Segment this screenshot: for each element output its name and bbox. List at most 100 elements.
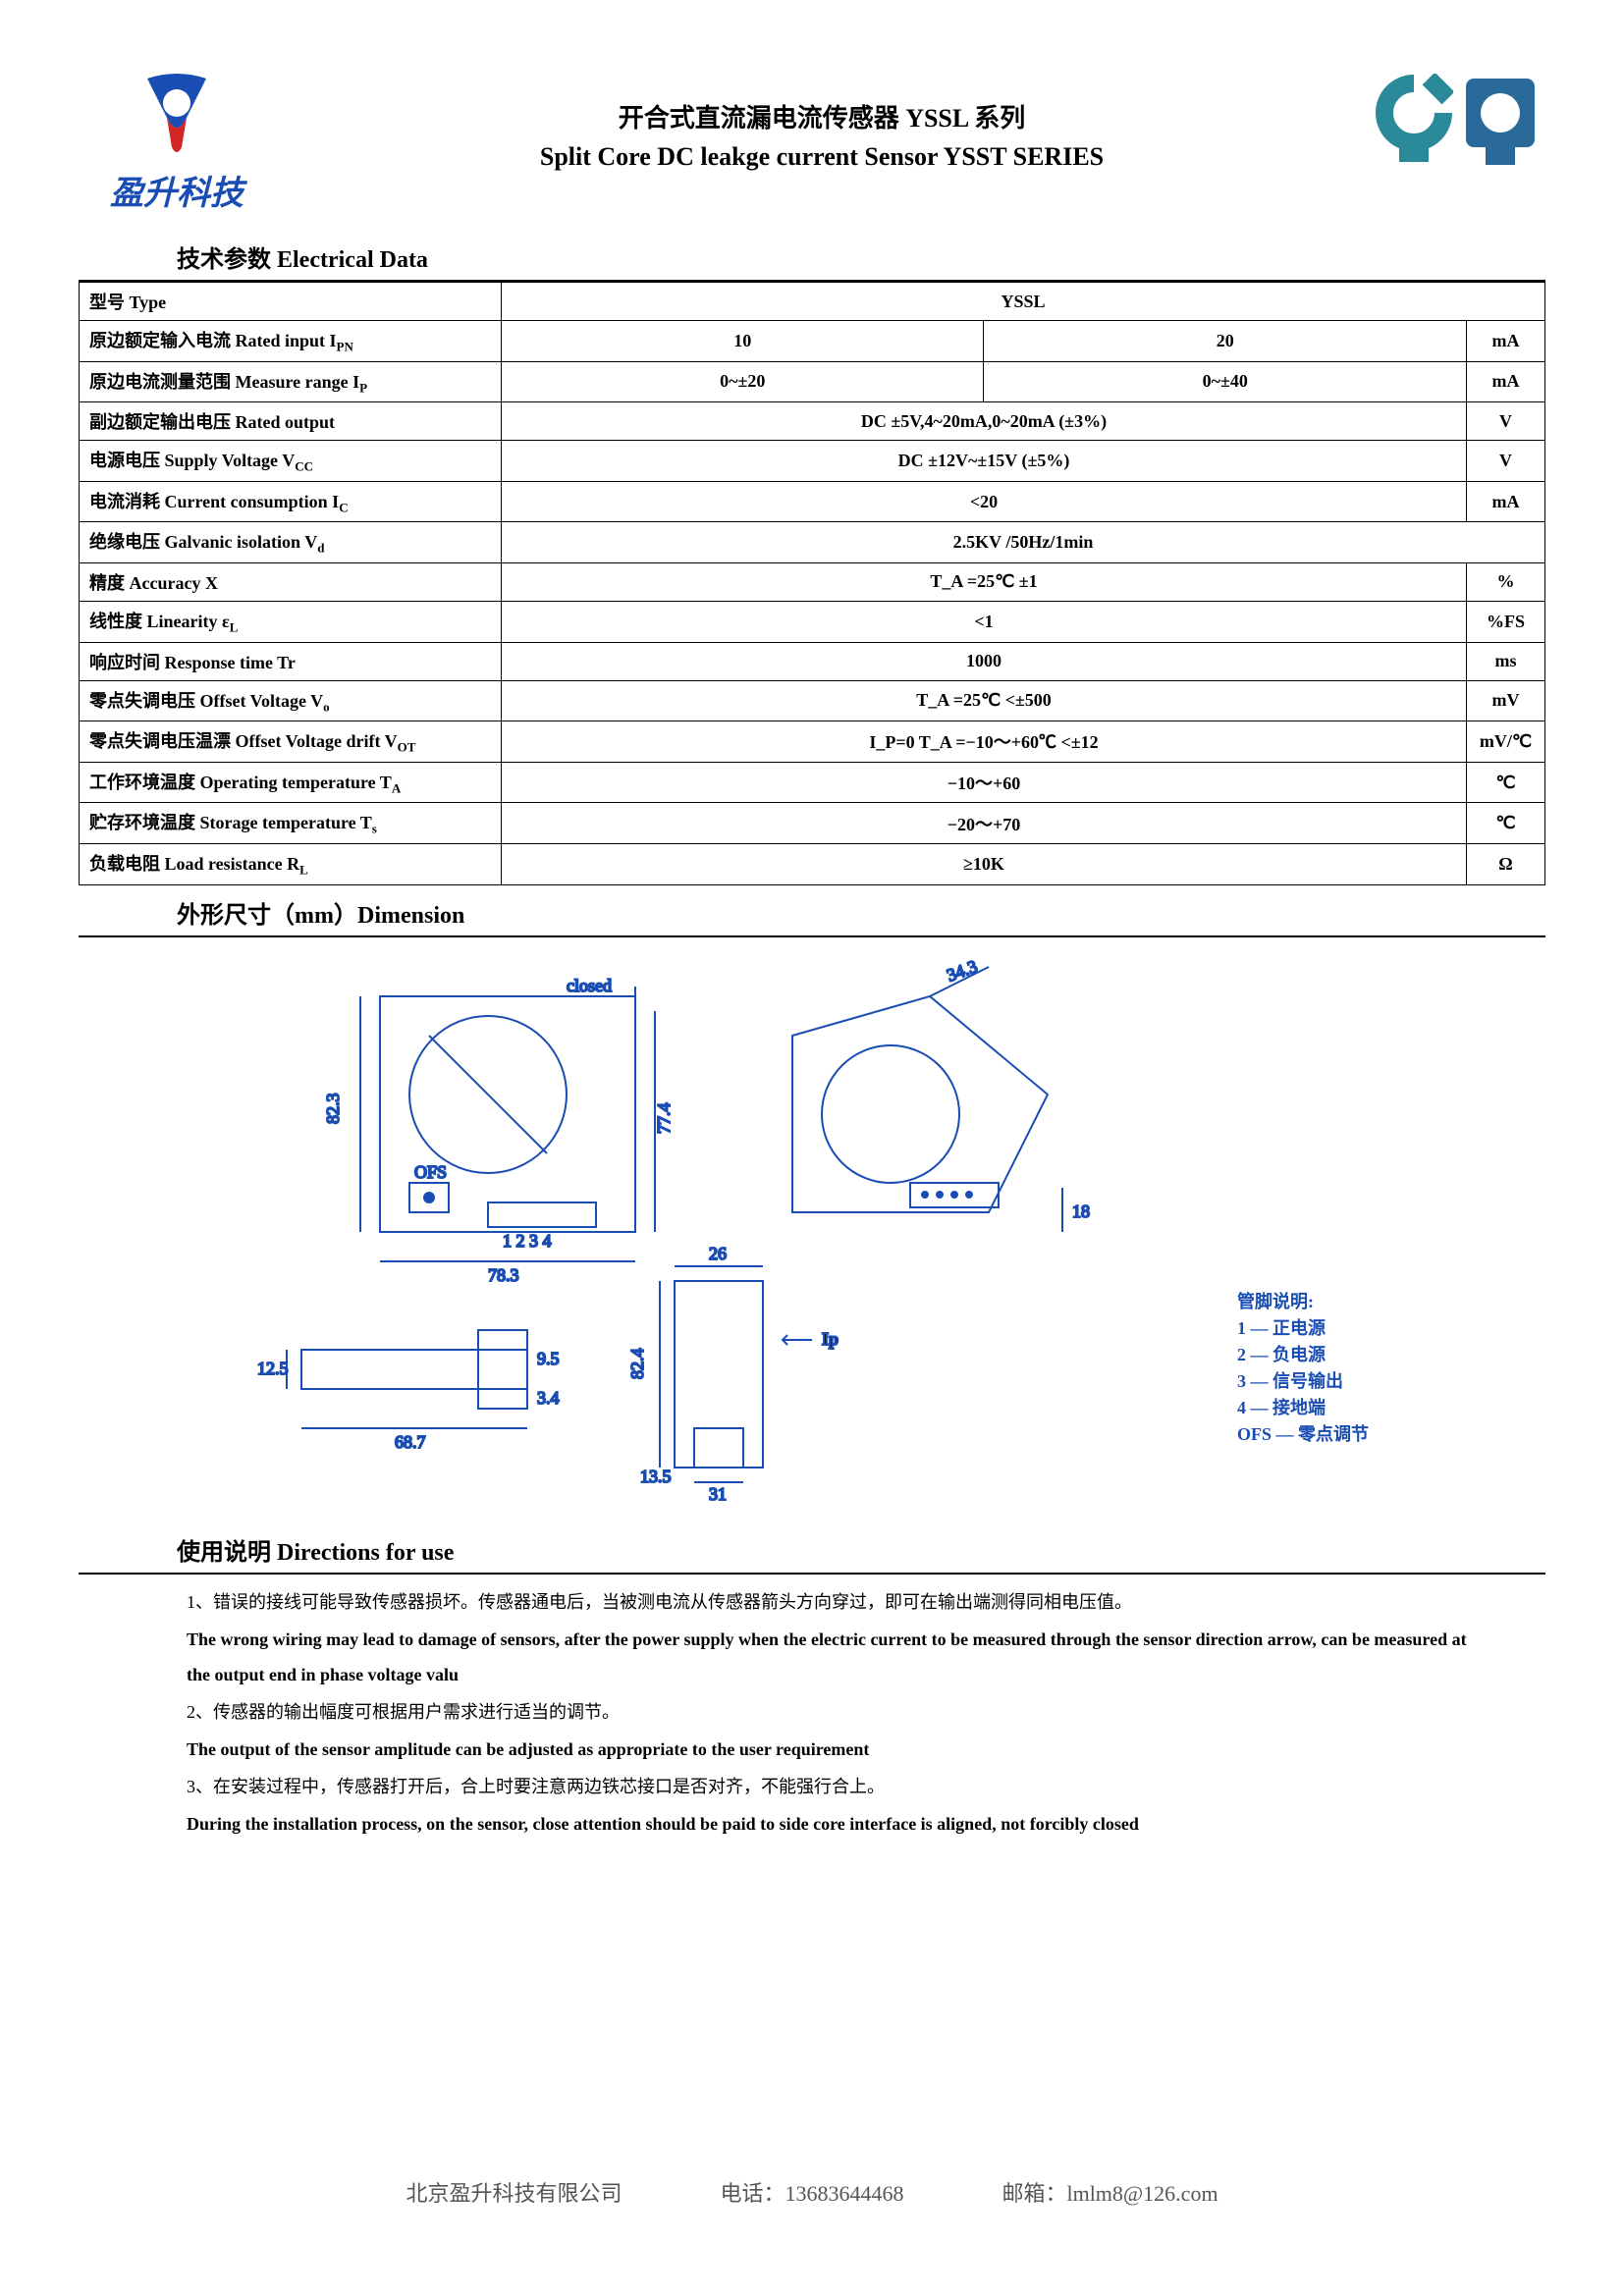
spec-unit: Ω <box>1467 843 1545 884</box>
table-row: 零点失调电压温漂 Offset Voltage drift VOTI_P=0 T… <box>80 721 1545 763</box>
table-row: 零点失调电压 Offset Voltage VoT_A =25℃ <±500mV <box>80 680 1545 721</box>
dim-sideh: 12.5 <box>257 1359 289 1378</box>
dim-h2: 77.4 <box>654 1102 674 1134</box>
table-row: 原边电流测量范围 Measure range IP0~±200~±40mA <box>80 361 1545 402</box>
spec-value: −10～+60 <box>502 762 1467 803</box>
table-row: 精度 Accuracy XT_A =25℃ ±1% <box>80 562 1545 601</box>
pin-legend-item: OFS — 零点调节 <box>1237 1421 1369 1448</box>
spec-label: 工作环境温度 Operating temperature TA <box>80 762 502 803</box>
pin-legend-item: 2 — 负电源 <box>1237 1342 1369 1368</box>
spec-value: T_A =25℃ <±500 <box>502 680 1467 721</box>
table-row: 原边额定输入电流 Rated input IPN1020mA <box>80 321 1545 362</box>
spec-unit: ℃ <box>1467 803 1545 844</box>
direction-cn: 1、错误的接线可能导致传感器损坏。传感器通电后，当被测电流从传感器箭头方向穿过，… <box>187 1584 1467 1620</box>
pin-legend-item: 4 — 接地端 <box>1237 1395 1369 1421</box>
directions-block: 1、错误的接线可能导致传感器损坏。传感器通电后，当被测电流从传感器箭头方向穿过，… <box>79 1575 1545 1842</box>
pin-legend: 管脚说明: 1 — 正电源 2 — 负电源 3 — 信号输出 4 — 接地端 O… <box>1237 1289 1369 1448</box>
spec-value: DC ±12V~±15V (±5%) <box>502 441 1467 482</box>
spec-unit: ℃ <box>1467 762 1545 803</box>
spec-label: 负载电阻 Load resistance RL <box>80 843 502 884</box>
table-row: 工作环境温度 Operating temperature TA−10～+60℃ <box>80 762 1545 803</box>
direction-en: The output of the sensor amplitude can b… <box>187 1732 1467 1767</box>
spec-unit: V <box>1467 441 1545 482</box>
table-row: 电流消耗 Current consumption IC<20mA <box>80 481 1545 522</box>
spec-value: 0~±20 <box>502 361 984 402</box>
spec-unit: mA <box>1467 321 1545 362</box>
spec-unit: V <box>1467 402 1545 441</box>
header: 盈升科技 开合式直流漏电流传感器 YSSL 系列 Split Core DC l… <box>79 69 1545 214</box>
dim-sidew: 68.7 <box>395 1432 426 1452</box>
spec-value: −20～+70 <box>502 803 1467 844</box>
spec-label: 原边电流测量范围 Measure range IP <box>80 361 502 402</box>
spec-unit: % <box>1467 562 1545 601</box>
title-en: Split Core DC leakge current Sensor YSST… <box>275 142 1369 172</box>
dim-sided: 3.4 <box>537 1388 560 1408</box>
spec-label: 零点失调电压 Offset Voltage Vo <box>80 680 502 721</box>
footer-email: 邮箱：lmlm8@126.com <box>1001 2176 1218 2208</box>
table-row: 负载电阻 Load resistance RL≥10KΩ <box>80 843 1545 884</box>
spec-label: 线性度 Linearity εL <box>80 601 502 642</box>
footer-phone: 电话：13683644468 <box>720 2176 903 2208</box>
table-row: 副边额定输出电压 Rated outputDC ±5V,4~20mA,0~20m… <box>80 402 1545 441</box>
table-row: 响应时间 Response time Tr1000ms <box>80 642 1545 680</box>
dim-h4: 82.4 <box>627 1348 647 1379</box>
dim-sider: 9.5 <box>537 1349 560 1368</box>
spec-value: <20 <box>502 481 1467 522</box>
section-title-directions: 使用说明 Directions for use <box>79 1526 1545 1575</box>
spec-label: 电源电压 Supply Voltage VCC <box>80 441 502 482</box>
footer: 北京盈升科技有限公司 电话：13683644468 邮箱：lmlm8@126.c… <box>0 2176 1624 2208</box>
dim-h5: 13.5 <box>640 1467 672 1486</box>
spec-value: <1 <box>502 601 1467 642</box>
spec-label: 电流消耗 Current consumption IC <box>80 481 502 522</box>
spec-unit: mV <box>1467 680 1545 721</box>
spec-value: T_A =25℃ ±1 <box>502 562 1467 601</box>
spec-label: 绝缘电压 Galvanic isolation Vd <box>80 522 502 563</box>
title-block: 开合式直流漏电流传感器 YSSL 系列 Split Core DC leakge… <box>275 69 1369 172</box>
spec-label: 零点失调电压温漂 Offset Voltage drift VOT <box>80 721 502 763</box>
spec-value: 2.5KV /50Hz/1min <box>502 522 1545 563</box>
spec-value: 1000 <box>502 642 1467 680</box>
spec-label: 贮存环境温度 Storage temperature Ts <box>80 803 502 844</box>
dim-w2: 26 <box>709 1244 727 1263</box>
spec-label: 精度 Accuracy X <box>80 562 502 601</box>
spec-value: 20 <box>984 321 1467 362</box>
spec-label: 响应时间 Response time Tr <box>80 642 502 680</box>
pin-legend-item: 3 — 信号输出 <box>1237 1368 1369 1395</box>
section-title-spec: 技术参数 Electrical Data <box>79 234 1545 282</box>
title-cn: 开合式直流漏电流传感器 YSSL 系列 <box>275 98 1369 134</box>
direction-cn: 2、传感器的输出幅度可根据用户需求进行适当的调节。 <box>187 1694 1467 1730</box>
direction-cn: 3、在安装过程中，传感器打开后，合上时要注意两边铁芯接口是否对齐，不能强行合上。 <box>187 1769 1467 1804</box>
dim-pins: 1 2 3 4 <box>503 1231 552 1251</box>
direction-en: The wrong wiring may lead to damage of s… <box>187 1622 1467 1692</box>
table-row: 贮存环境温度 Storage temperature Ts−20～+70℃ <box>80 803 1545 844</box>
table-row: 电源电压 Supply Voltage VCCDC ±12V~±15V (±5%… <box>80 441 1545 482</box>
logo-block: 盈升科技 <box>79 69 275 214</box>
logo-text: 盈升科技 <box>79 166 275 214</box>
footer-company: 北京盈升科技有限公司 <box>406 2176 622 2208</box>
spec-unit: ms <box>1467 642 1545 680</box>
dim-w1: 78.3 <box>488 1265 519 1285</box>
spec-unit: %FS <box>1467 601 1545 642</box>
dim-h3: 18 <box>1072 1201 1090 1221</box>
spec-type-value: YSSL <box>502 283 1545 321</box>
product-open-icon <box>1375 74 1453 172</box>
dim-ofs: OFS <box>414 1162 447 1182</box>
dimension-diagram: closed OFS 1 2 3 4 82.3 77.4 78.3 34.3 <box>79 957 1545 1507</box>
table-row: 线性度 Linearity εL<1%FS <box>80 601 1545 642</box>
spec-value: ≥10K <box>502 843 1467 884</box>
spec-unit: mA <box>1467 361 1545 402</box>
spec-label: 原边额定输入电流 Rated input IPN <box>80 321 502 362</box>
pin-legend-title: 管脚说明: <box>1237 1289 1369 1315</box>
direction-en: During the installation process, on the … <box>187 1806 1467 1842</box>
spec-value: 0~±40 <box>984 361 1467 402</box>
table-row: 绝缘电压 Galvanic isolation Vd2.5KV /50Hz/1m… <box>80 522 1545 563</box>
dim-closed-label: closed <box>567 976 612 995</box>
spec-value: DC ±5V,4~20mA,0~20mA (±3%) <box>502 402 1467 441</box>
product-photo <box>1369 69 1545 177</box>
spec-value: I_P=0 T_A =−10～+60℃ <±12 <box>502 721 1467 763</box>
dim-diag: 34.3 <box>945 957 980 986</box>
spec-unit: mV/℃ <box>1467 721 1545 763</box>
product-closed-icon <box>1461 74 1540 172</box>
spec-table: 型号 TypeYSSL原边额定输入电流 Rated input IPN1020m… <box>79 282 1545 885</box>
spec-value: 10 <box>502 321 984 362</box>
